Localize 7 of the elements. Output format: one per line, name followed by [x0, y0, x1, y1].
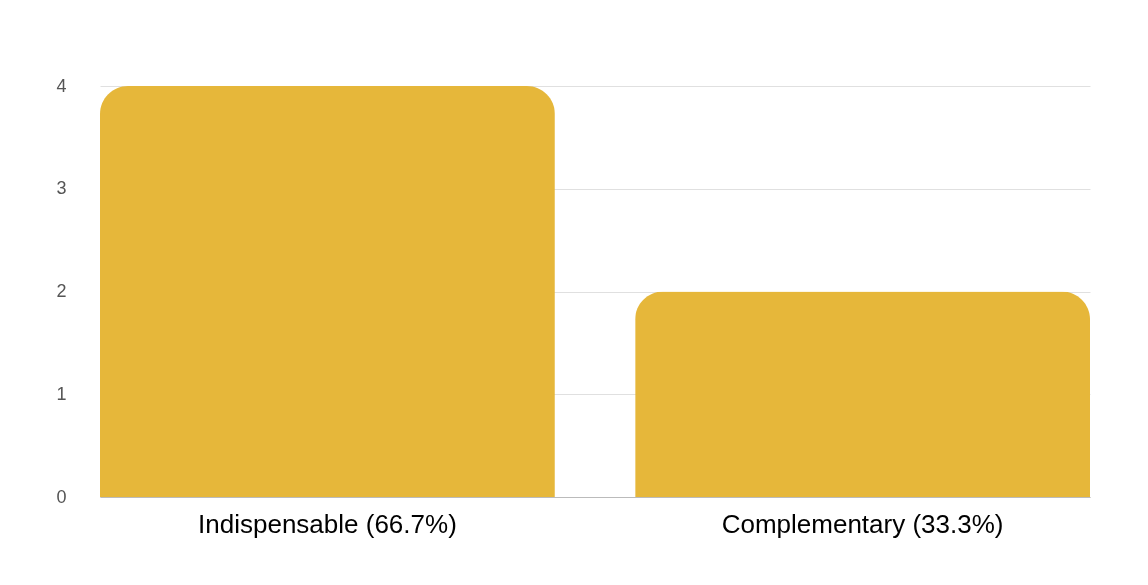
y-tick-label: 2: [56, 281, 67, 301]
y-tick-label: 3: [56, 178, 67, 199]
y-tick-label: 0: [56, 486, 67, 507]
x-tick-label: Indispensable (66.7%): [198, 508, 457, 539]
y-tick-label: 4: [56, 75, 67, 96]
x-tick-label: Complementary (33.3%): [721, 508, 1004, 539]
y-tick-label: 1: [56, 383, 67, 404]
